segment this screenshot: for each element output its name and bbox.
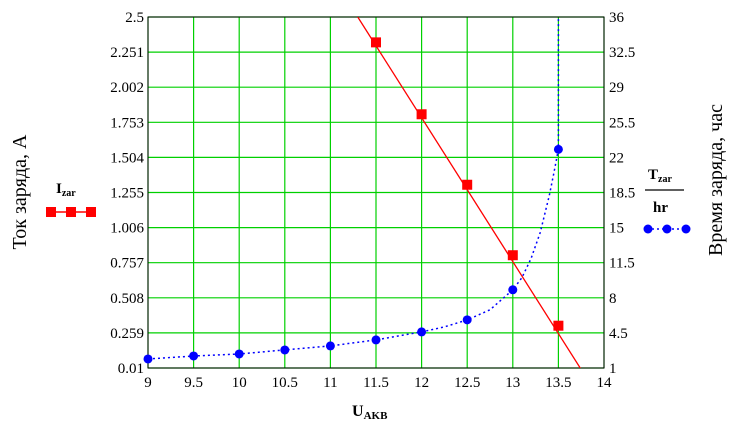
y-right-tick-label: 11.5	[609, 256, 635, 272]
y-right-tick-label: 8	[609, 291, 617, 307]
x-tick-label: 13	[505, 375, 520, 391]
legend-current-swatch	[46, 207, 96, 217]
x-axis-label: UAKB	[352, 403, 388, 422]
y-right-tick-label: 36	[609, 10, 625, 26]
series-current-marker	[507, 250, 518, 261]
series-time-marker	[280, 345, 290, 355]
x-tick-label: 9	[144, 375, 152, 391]
y-right-tick-labels: 1 4.5 8 11.5 15 18.5 22 25.5 29 32.5 36	[609, 10, 635, 377]
series-time-marker	[462, 315, 472, 325]
series-time-marker	[371, 335, 381, 345]
x-tick-labels: 9 9.5 10 10.5 11 11.5 12 12.5 13 13.5 14	[144, 375, 612, 391]
legend-current-label: Izar	[56, 181, 76, 199]
x-tick-label: 11	[323, 375, 337, 391]
x-tick-label: 12	[414, 375, 429, 391]
x-tick-label: 12.5	[454, 375, 480, 391]
y-left-tick-label: 2.251	[110, 45, 144, 61]
legend-current-marker	[66, 207, 76, 217]
legend-time-marker	[643, 224, 653, 234]
y-right-tick-label: 25.5	[609, 115, 635, 131]
x-axis-label-sub: AKB	[364, 410, 389, 422]
legend-time-marker	[662, 224, 672, 234]
series-current-marker	[371, 37, 381, 48]
x-tick-label: 10	[232, 375, 247, 391]
series-time-marker	[417, 327, 427, 337]
y-right-axis-label: Время заряда, час	[705, 104, 727, 256]
y-right-tick-label: 32.5	[609, 45, 635, 61]
legend-current-sub: zar	[62, 188, 76, 199]
y-left-tick-label: 1.753	[110, 115, 144, 131]
x-tick-label: 14	[597, 375, 613, 391]
series-time-marker	[553, 144, 563, 154]
x-tick-label: 13.5	[545, 375, 571, 391]
y-left-tick-label: 1.255	[110, 186, 144, 202]
series-current-marker	[416, 109, 427, 120]
y-right-tick-label: 15	[609, 221, 624, 237]
plot-frame	[147, 16, 605, 369]
y-right-tick-label: 22	[609, 150, 624, 166]
series-current	[357, 17, 581, 368]
y-right-tick-label: 29	[609, 80, 624, 96]
y-left-tick-label: 0.01	[118, 361, 144, 377]
legend-current-marker	[86, 207, 96, 217]
y-left-tick-label: 2.002	[110, 80, 144, 96]
y-right-tick-label: 18.5	[609, 186, 635, 202]
legend-time-denominator: hr	[653, 200, 668, 216]
legend-current-marker	[46, 207, 56, 217]
y-left-axis-label: Ток заряда, А	[9, 134, 31, 249]
y-right-tick-label: 4.5	[609, 326, 628, 342]
y-left-tick-label: 1.504	[110, 150, 144, 166]
series-time-marker	[325, 341, 335, 351]
series-current-marker	[553, 320, 564, 331]
y-left-tick-label: 2.5	[125, 10, 144, 26]
x-tick-label: 9.5	[184, 375, 203, 391]
legend-current-main: I	[56, 181, 62, 197]
legend-time-label: Tzar	[648, 167, 672, 185]
x-tick-label: 10.5	[272, 375, 298, 391]
series-current-line	[357, 17, 581, 368]
series-time-marker	[234, 349, 244, 359]
y-left-tick-label: 1.006	[110, 221, 144, 237]
legend-time-marker	[681, 224, 691, 234]
series-time-marker	[508, 285, 518, 295]
series-time-line	[148, 17, 560, 360]
x-tick-label: 11.5	[363, 375, 389, 391]
x-axis-label-main: U	[352, 403, 364, 420]
legend-time-sub: zar	[658, 174, 672, 185]
series-time-marker	[143, 354, 153, 364]
y-left-tick-label: 0.259	[110, 326, 144, 342]
y-left-tick-labels: 0.01 0.259 0.508 0.757 1.006 1.255 1.504 1.753 2…	[110, 10, 144, 377]
series-current-marker	[462, 179, 473, 190]
series-time	[143, 17, 563, 364]
y-left-tick-label: 0.757	[110, 256, 144, 272]
y-left-tick-label: 0.508	[110, 291, 144, 307]
legend-time-swatch	[643, 224, 691, 234]
series-time-marker	[189, 351, 199, 361]
y-right-tick-label: 1	[609, 361, 617, 377]
legend-time-main: T	[648, 167, 658, 183]
